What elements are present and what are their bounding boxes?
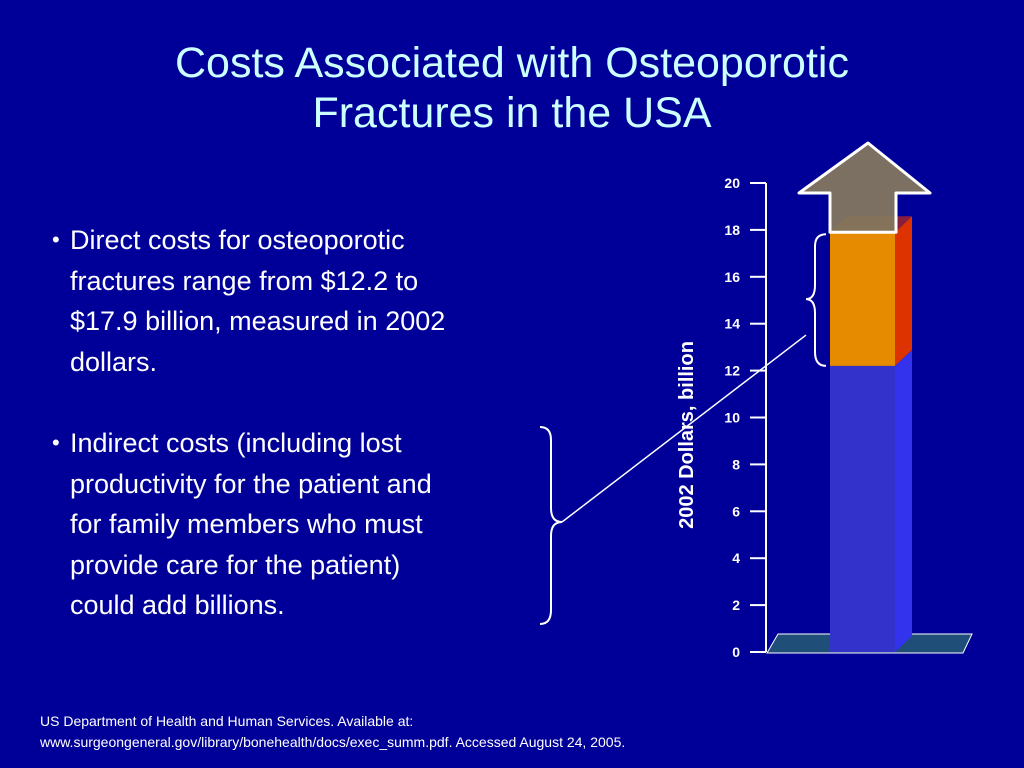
- chart-brace: [805, 233, 827, 367]
- source-citation: US Department of Health and Human Servic…: [40, 711, 625, 753]
- chart-floor: [766, 633, 973, 654]
- connector-line: [561, 334, 807, 523]
- bullet-line: $17.9 billion, measured in 2002: [70, 306, 446, 336]
- bullet-marker: •: [52, 227, 60, 252]
- bar-range-side: [895, 216, 912, 366]
- bullet-marker: •: [52, 430, 60, 455]
- bullet-line: dollars.: [70, 346, 158, 377]
- y-tick-label: 18: [724, 222, 740, 238]
- y-tick-label: 0: [732, 644, 740, 660]
- bar-base-side: [895, 349, 912, 652]
- bar-range-top: [830, 216, 912, 233]
- title-line-1: Costs Associated with Osteoporotic: [175, 39, 849, 87]
- y-tick-label: 16: [724, 269, 740, 285]
- y-tick-label: 10: [724, 410, 740, 426]
- bullet-line: could add billions.: [70, 590, 285, 620]
- y-tick-label: 8: [732, 456, 740, 472]
- slide-title: Costs Associated with Osteoporotic Fract…: [60, 38, 964, 138]
- bar-base-segment: [830, 365, 895, 652]
- y-tick-label: 12: [724, 363, 740, 379]
- title-line-2: Fractures in the USA: [312, 89, 712, 137]
- source-line-1: US Department of Health and Human Servic…: [40, 713, 414, 729]
- y-tick-label: 6: [732, 503, 740, 519]
- y-tick-label: 4: [732, 550, 740, 566]
- bullet-line: Indirect costs (including lost: [70, 428, 402, 458]
- y-tick-label: 20: [724, 175, 740, 191]
- y-axis-label: 2002 Dollars, billion: [676, 341, 698, 529]
- bullet-indirect-costs: • Indirect costs (including lost product…: [52, 423, 562, 626]
- source-line-2: www.surgeongeneral.gov/library/bonehealt…: [40, 734, 626, 750]
- bullet-direct-costs: • Direct costs for osteoporotic fracture…: [52, 220, 562, 382]
- bullet-line: Direct costs for osteoporotic: [70, 225, 405, 255]
- bullet-line: productivity for the patient and: [70, 468, 432, 499]
- y-tick-label: 2: [732, 597, 740, 613]
- bullet-line: provide care for the patient): [70, 549, 401, 580]
- bullet-line: for family members who must: [70, 509, 423, 539]
- bullet-line: fractures range from $12.2 to: [70, 265, 419, 296]
- up-arrow: [797, 141, 932, 234]
- bar-range-segment: [830, 232, 895, 366]
- y-tick-label: 14: [724, 316, 740, 332]
